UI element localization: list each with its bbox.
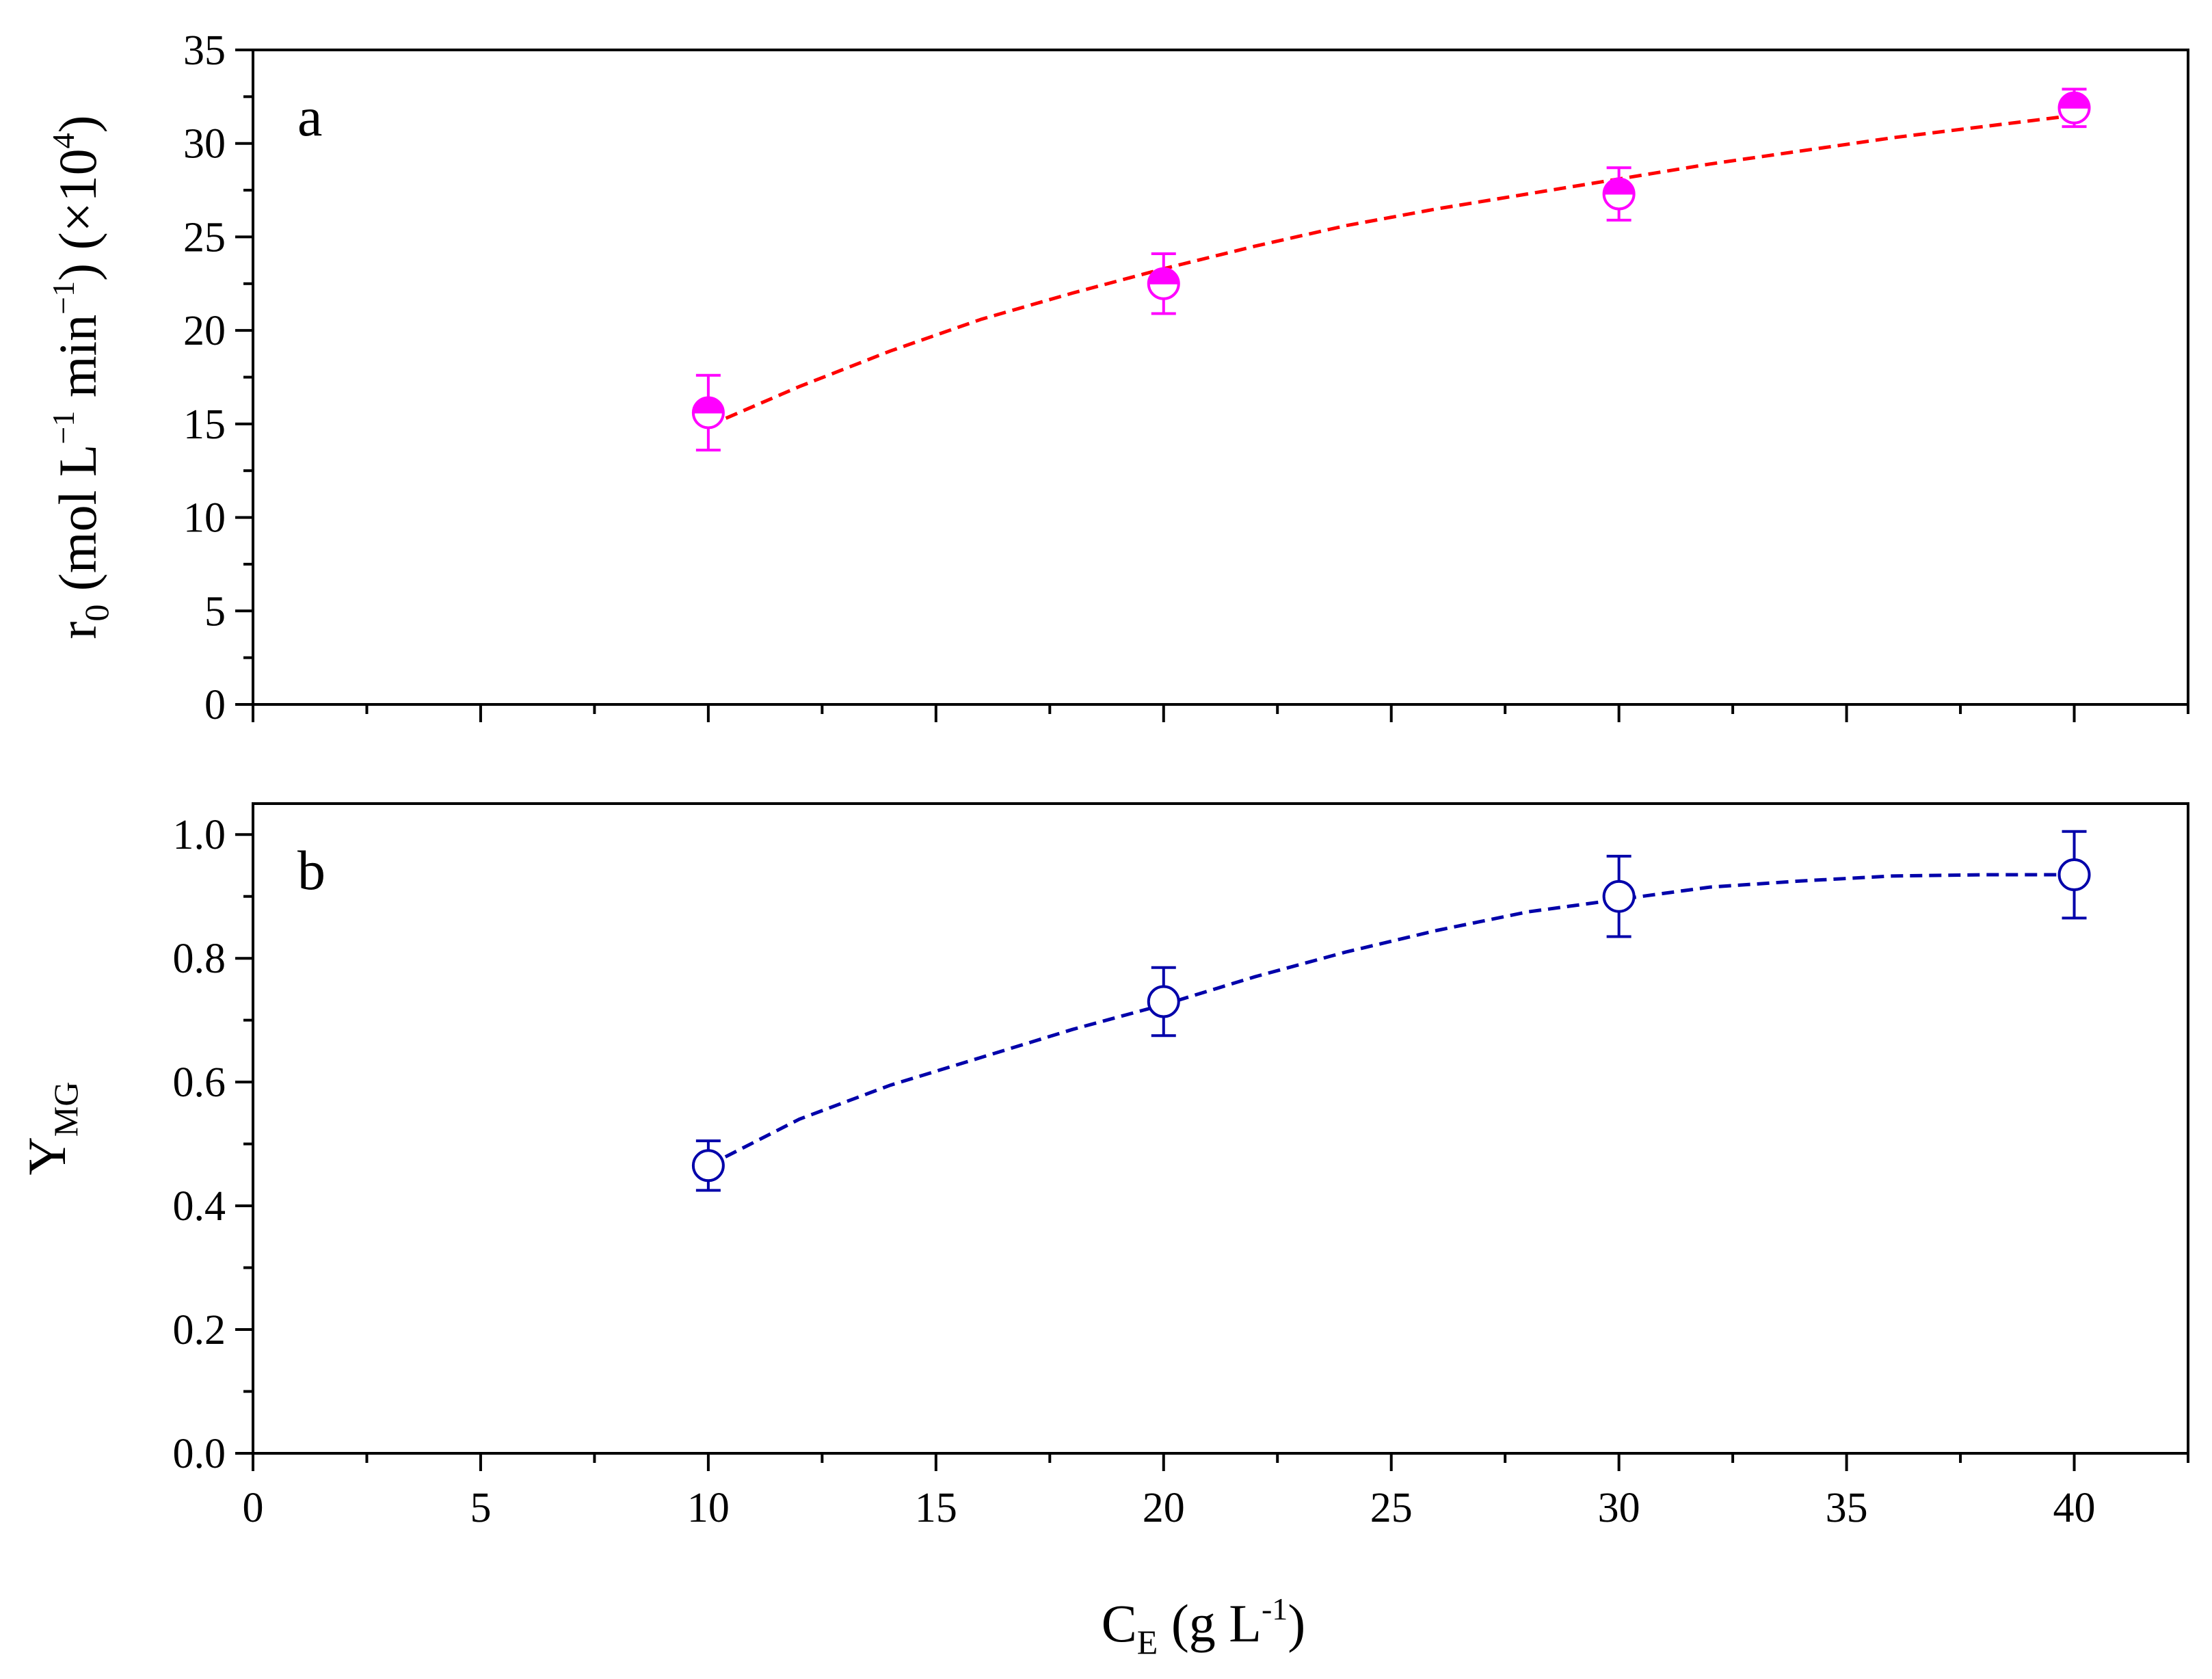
y-title-part: ) xyxy=(48,115,107,133)
y-tick-label: 0 xyxy=(204,682,226,728)
data-point xyxy=(2057,88,2091,129)
y-title-part: ) (×10 xyxy=(48,148,107,280)
data-point xyxy=(691,1139,725,1192)
marker-fill xyxy=(692,397,724,414)
marker-fill xyxy=(2058,92,2090,109)
plot-frame xyxy=(252,802,2189,1455)
x-tick-label: 35 xyxy=(1826,1485,1868,1531)
y-tick-label: 5 xyxy=(204,588,226,635)
x-tick-label: 30 xyxy=(1598,1485,1640,1531)
plot-frame xyxy=(252,49,2189,706)
y-tick-label: 20 xyxy=(183,308,226,354)
y-tick-label: 0.6 xyxy=(173,1059,226,1106)
x-tick-label: 25 xyxy=(1370,1485,1413,1531)
y-tick-label: 0.4 xyxy=(173,1183,226,1230)
y-tick-label: 15 xyxy=(183,401,226,448)
fit-curve xyxy=(707,114,2075,427)
x-axis-title-text: CE (g L-1) xyxy=(1102,1591,1306,1661)
y-title-sup: −1 xyxy=(46,281,81,315)
panel-b: 0 5 10 15 20 25 30 35 40 0.0 0.2 0.4 0.6 0.8 1.0 b YMG xyxy=(17,802,2189,1531)
y-axis-title: YMG xyxy=(17,1082,85,1176)
y-title-main: r xyxy=(48,622,107,639)
y-title-main: Y xyxy=(17,1137,77,1175)
x-title-sup: -1 xyxy=(1262,1591,1288,1626)
x-tick-label: 40 xyxy=(2053,1485,2096,1531)
marker-circle xyxy=(2057,858,2091,892)
y-title-sub: 0 xyxy=(77,605,116,622)
x-tick-label: 0 xyxy=(243,1485,264,1531)
x-title-sub: E xyxy=(1137,1623,1158,1661)
marker-circle xyxy=(1147,985,1180,1018)
x-title-part: (g L xyxy=(1158,1594,1262,1653)
y-title-part: min xyxy=(48,315,107,411)
panel-label: a xyxy=(297,85,322,148)
y-axis-title: r0 (mol L−1 min−1) (×104) xyxy=(46,115,116,639)
marker-circle xyxy=(691,1149,725,1182)
x-title-main: C xyxy=(1102,1594,1137,1653)
data-point xyxy=(1602,854,1636,938)
y-tick-label: 0.0 xyxy=(173,1431,226,1477)
y-tick-label: 25 xyxy=(183,214,226,261)
y-title-sub: MG xyxy=(46,1082,85,1137)
data-point xyxy=(1602,166,1636,222)
y-title-sup: 4 xyxy=(46,133,81,148)
y-tick-label: 35 xyxy=(183,27,226,74)
y-tick-label: 30 xyxy=(183,121,226,168)
marker-circle xyxy=(1602,880,1636,913)
marker-fill xyxy=(1147,267,1180,285)
fit-curve xyxy=(707,873,2075,1167)
x-tick-label: 10 xyxy=(687,1485,730,1531)
data-point xyxy=(2057,830,2091,920)
data-point xyxy=(1147,966,1180,1037)
x-axis-title: CE (g L-1) xyxy=(1102,1591,1306,1661)
y-tick-label: 10 xyxy=(183,495,226,542)
x-tick-label: 20 xyxy=(1143,1485,1185,1531)
y-title-sup: −1 xyxy=(46,411,81,445)
x-tick-label: 15 xyxy=(915,1485,957,1531)
y-tick-label: 0.2 xyxy=(173,1307,226,1353)
x-title-part: ) xyxy=(1288,1594,1305,1653)
marker-fill xyxy=(1603,178,1635,195)
panel-label: b xyxy=(297,839,325,901)
x-tick-label: 5 xyxy=(470,1485,491,1531)
y-title-part: (mol L xyxy=(48,445,107,605)
data-point xyxy=(1147,252,1180,315)
data-point xyxy=(691,373,725,452)
y-tick-label: 1.0 xyxy=(173,812,226,858)
y-tick-label: 0.8 xyxy=(173,936,226,982)
